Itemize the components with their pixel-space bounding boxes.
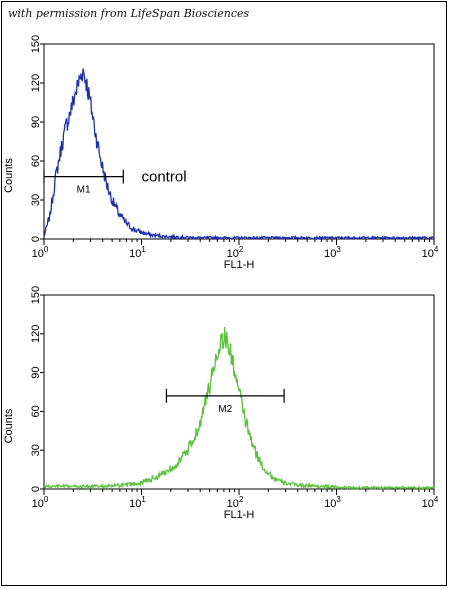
y-tick-label: 0 — [30, 486, 42, 492]
y-tick-label: 120 — [30, 325, 42, 343]
plot-2: 0 30 60 90 120 150 Counts 100 101 102 103 104 FL1-H M… — [3, 286, 439, 521]
x-tick-label: 101 — [129, 495, 146, 510]
plot-frame — [43, 294, 435, 490]
y-tick-label: 90 — [30, 366, 42, 378]
plot-frame — [43, 43, 435, 240]
y-tick-label: 0 — [30, 236, 42, 242]
x-axis-label: FL1-H — [224, 509, 255, 521]
histogram-series-1 — [43, 68, 435, 241]
x-tick-label: 102 — [227, 245, 244, 260]
plot-1: 0 30 60 90 120 150 Counts 100 101 102 103 104 FL1-H M… — [3, 35, 439, 271]
credit-text: with permission from LifeSpan Bioscience… — [8, 7, 250, 20]
histogram-series-2 — [43, 326, 435, 491]
x-tick-label: 103 — [324, 495, 341, 510]
x-tick-label: 100 — [32, 245, 49, 260]
y-tick-label: 120 — [30, 74, 42, 92]
y-axis-label: Counts — [3, 408, 15, 443]
y-tick-label: 90 — [30, 116, 42, 128]
y-tick-label: 30 — [30, 444, 42, 456]
x-tick-label: 101 — [129, 245, 146, 260]
gate-label: M1 — [77, 185, 91, 196]
x-tick-label: 104 — [422, 495, 439, 510]
y-tick-label: 30 — [30, 194, 42, 206]
y-tick-label: 150 — [30, 35, 42, 53]
x-tick-label: 104 — [422, 245, 439, 260]
y-tick-label: 150 — [30, 286, 42, 304]
gate-label: M2 — [218, 404, 232, 415]
x-axis-label: FL1-H — [224, 259, 255, 271]
x-tick-label: 100 — [32, 495, 49, 510]
y-axis-label: Counts — [3, 158, 15, 193]
x-tick-label: 102 — [227, 495, 244, 510]
y-tick-label: 60 — [30, 155, 42, 167]
x-tick-label: 103 — [324, 245, 341, 260]
y-tick-label: 60 — [30, 405, 42, 417]
annotation-control: control — [142, 169, 187, 186]
